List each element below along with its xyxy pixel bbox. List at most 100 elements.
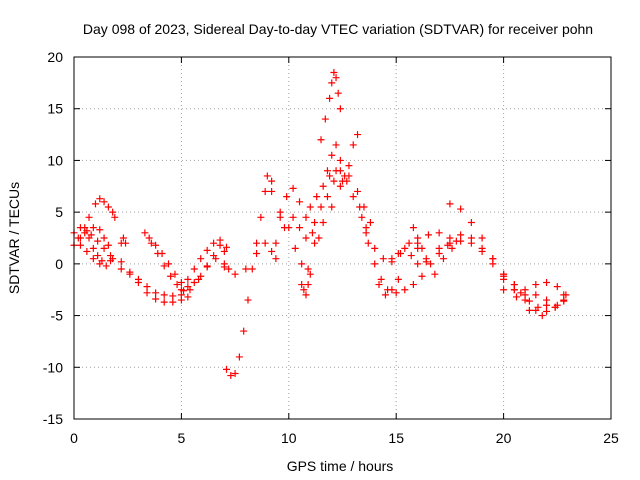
data-point (446, 200, 454, 208)
data-point (336, 182, 344, 190)
y-axis-label: SDTVAR / TECUs (6, 182, 22, 294)
data-point (332, 141, 340, 149)
data-point (330, 177, 338, 185)
data-point (334, 89, 342, 97)
data-point (375, 281, 383, 289)
data-point (289, 184, 297, 192)
data-point (102, 262, 110, 270)
data-point (366, 218, 374, 226)
data-point (392, 289, 400, 297)
data-point (371, 260, 379, 268)
data-point (381, 291, 389, 299)
series-track-A (70, 195, 119, 237)
series-track-AF (517, 289, 568, 315)
data-point (300, 286, 308, 294)
data-point (306, 270, 314, 278)
series-track-AA (446, 200, 529, 299)
data-point (298, 281, 306, 289)
series-track-L (220, 239, 280, 278)
data-point (117, 265, 125, 273)
data-point (143, 283, 151, 291)
x-tick-label: 25 (603, 430, 619, 446)
data-point (388, 255, 396, 263)
series-track-M (223, 172, 276, 380)
data-point (197, 255, 205, 263)
data-point (197, 272, 205, 280)
data-point (349, 141, 357, 149)
series-track-N (268, 172, 374, 273)
data-point (562, 291, 570, 299)
data-point (107, 257, 115, 265)
data-point (96, 195, 104, 203)
data-point (111, 213, 119, 221)
series-track-Q (298, 270, 314, 299)
x-tick-label: 0 (70, 430, 78, 446)
data-point (89, 244, 97, 252)
data-point (240, 327, 248, 335)
data-point (304, 265, 312, 273)
data-point (478, 234, 486, 242)
data-point (435, 244, 443, 252)
data-point (261, 187, 269, 195)
data-point (332, 167, 340, 175)
data-point (457, 231, 465, 239)
x-tick-label: 15 (388, 430, 404, 446)
data-point (418, 244, 426, 252)
data-point (122, 239, 130, 247)
y-tick-label: -10 (43, 359, 63, 375)
data-point (190, 278, 198, 286)
data-point (302, 291, 310, 299)
series-track-R (317, 69, 344, 144)
data-point (281, 224, 289, 232)
data-point (311, 218, 319, 226)
data-point (173, 281, 181, 289)
data-point (296, 198, 304, 206)
y-tick-label: 10 (47, 152, 63, 168)
data-point (431, 270, 439, 278)
data-point (89, 255, 97, 263)
data-point (323, 167, 331, 175)
data-point (152, 289, 160, 297)
data-point (525, 306, 533, 314)
data-point (435, 229, 443, 237)
data-point (296, 224, 304, 232)
data-point (517, 289, 525, 297)
data-point (203, 262, 211, 270)
data-point (321, 115, 329, 123)
data-point (143, 289, 151, 297)
data-point (160, 298, 168, 306)
data-point (500, 286, 508, 294)
data-point (152, 241, 160, 249)
data-point (553, 283, 561, 291)
data-point (272, 239, 280, 247)
data-point (317, 136, 325, 144)
data-point (220, 247, 228, 255)
data-point (330, 69, 338, 77)
data-point (283, 193, 291, 201)
data-point (414, 260, 422, 268)
x-tick-label: 10 (281, 430, 297, 446)
data-point (339, 177, 346, 185)
data-point (223, 365, 231, 373)
data-point (302, 213, 310, 221)
data-point (525, 297, 533, 305)
data-point (407, 252, 415, 260)
data-point (85, 213, 93, 221)
data-point (478, 247, 486, 255)
data-point (235, 353, 243, 361)
data-point (158, 250, 166, 258)
data-point (345, 162, 353, 170)
grid (74, 57, 611, 419)
series-track-P (276, 184, 323, 242)
data-point (394, 250, 402, 258)
data-point (298, 260, 306, 268)
data-point (152, 295, 160, 303)
data-point (401, 244, 409, 252)
data-point (257, 213, 265, 221)
data-point (336, 156, 344, 164)
data-point (302, 234, 310, 242)
data-point (268, 187, 276, 195)
data-point (210, 239, 218, 247)
data-point (394, 275, 402, 283)
data-point (349, 193, 357, 201)
